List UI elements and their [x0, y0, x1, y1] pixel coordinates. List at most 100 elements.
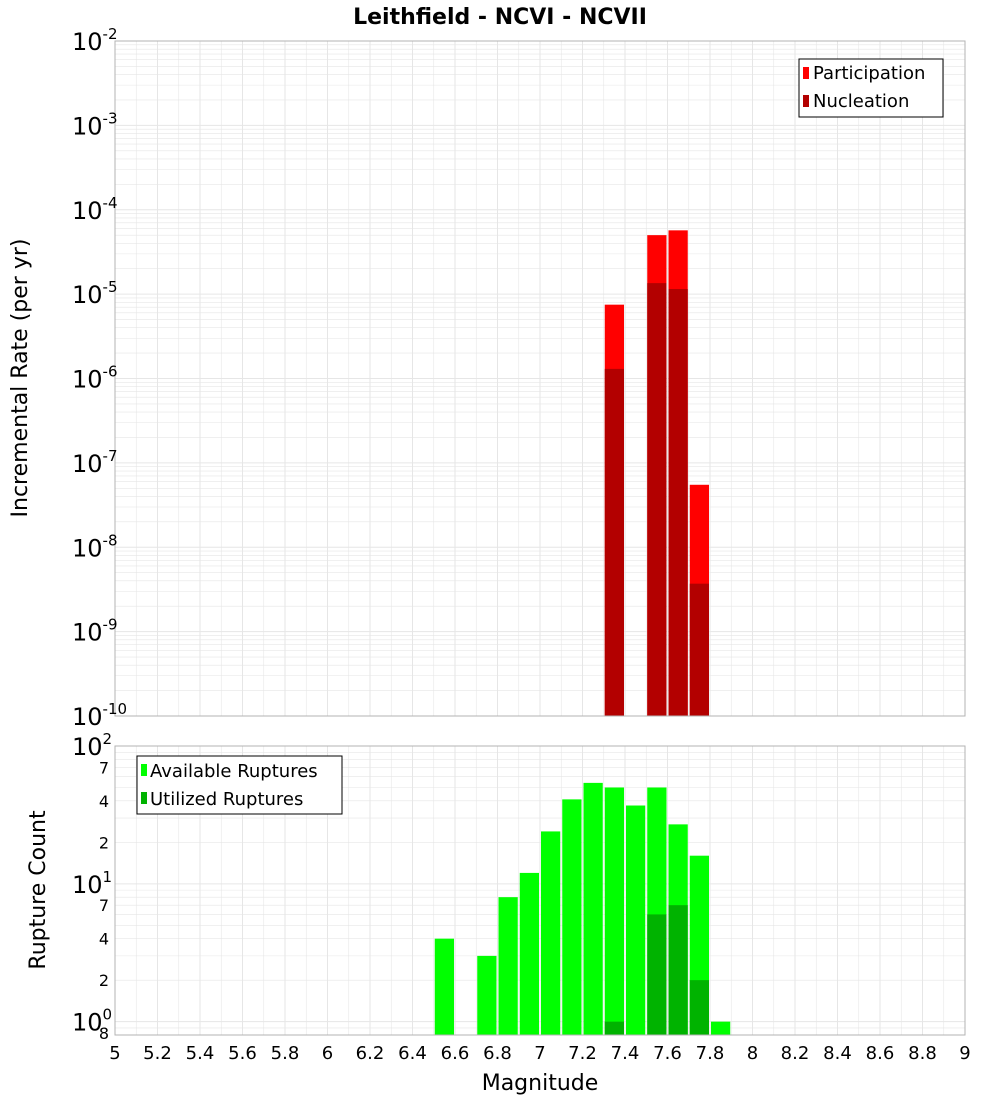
nucleation-legend-label: Nucleation [813, 91, 909, 112]
x-tick-label: 5.2 [143, 1043, 172, 1064]
x-tick-label: 5.4 [186, 1043, 215, 1064]
utilized-legend-label: Utilized Ruptures [150, 789, 303, 810]
x-tick-label: 8.4 [823, 1043, 852, 1064]
rate-y-tick-base: 10 [72, 534, 103, 562]
count-plot-frame [114, 745, 966, 1036]
rate-y-tick-label: 10-8 [72, 531, 118, 562]
count-y-major-base: 10 [72, 733, 103, 761]
count-y-minor-label: 4 [99, 792, 109, 811]
rate-y-tick-exponent: -4 [103, 194, 118, 212]
x-tick-label: 7.4 [611, 1043, 640, 1064]
count-y-minor-label: 4 [99, 930, 109, 949]
count-y-minor-label: 7 [99, 758, 109, 777]
count-y-minor-label: 7 [99, 896, 109, 915]
x-tick-label: 5 [109, 1043, 120, 1064]
available-ruptures-bar [583, 782, 603, 1035]
nucleation-bar [647, 283, 667, 716]
count-y-major-label: 102 [72, 730, 112, 761]
participation-legend-swatch [803, 67, 809, 79]
available-legend-swatch [141, 764, 147, 776]
rate-y-tick-label: 10-5 [72, 278, 118, 309]
utilized-ruptures-bar [604, 1021, 624, 1035]
available-ruptures-bar [477, 955, 497, 1035]
count-y-major-exponent: 0 [103, 1006, 113, 1024]
x-axis-tick-labels: 5 5.2 5.4 5.6 5.8 6 6.2 6.4 6.6 6.8 7 7.2 7.4 7.6 7.8 8… [109, 1043, 970, 1064]
rate-y-tick-exponent: -6 [103, 363, 118, 381]
count-plot-bars [434, 782, 731, 1035]
x-tick-label: 8 [747, 1043, 758, 1064]
nucleation-bar [668, 289, 688, 716]
nucleation-bar [604, 368, 624, 716]
rate-y-tick-base: 10 [72, 281, 103, 309]
available-ruptures-bar [711, 1021, 731, 1035]
available-ruptures-bar [562, 799, 582, 1035]
available-ruptures-bar [519, 872, 539, 1035]
count-y-major-exponent: 1 [103, 868, 113, 886]
rate-plot-bars [604, 230, 709, 716]
rate-y-tick-exponent: -10 [103, 700, 128, 718]
nucleation-legend-swatch [803, 95, 809, 107]
count-y-minor-label: 2 [99, 833, 109, 852]
rate-y-tick-base: 10 [72, 703, 103, 731]
rate-y-tick-base: 10 [72, 112, 103, 140]
rate-y-tick-exponent: -8 [103, 531, 118, 549]
x-tick-label: 6.6 [441, 1043, 470, 1064]
rate-y-tick-label: 10-4 [72, 194, 118, 225]
x-axis-label: Magnitude [482, 1071, 599, 1096]
x-tick-label: 6.2 [356, 1043, 385, 1064]
utilized-ruptures-bar [668, 905, 688, 1035]
utilized-ruptures-bar [689, 980, 709, 1035]
rate-y-tick-label: 10-6 [72, 363, 118, 394]
x-tick-label: 7.8 [696, 1043, 725, 1064]
utilized-ruptures-bar [647, 914, 667, 1035]
available-ruptures-bar [626, 805, 646, 1035]
chart-title: Leithfield - NCVI - NCVII [353, 5, 647, 30]
rate-plot-frame [114, 40, 966, 717]
count-y-minor-label: 8 [99, 1024, 109, 1043]
count-y-minor-label: 2 [99, 971, 109, 990]
available-ruptures-bar [434, 938, 454, 1035]
rate-y-tick-base: 10 [72, 450, 103, 478]
count-plot-y-axis-label: Rupture Count [26, 810, 51, 970]
rate-y-tick-label: 10-10 [72, 700, 127, 731]
rate-plot-legend: Participation Nucleation [798, 58, 944, 118]
available-legend-label: Available Ruptures [150, 761, 318, 782]
x-tick-label: 6.4 [398, 1043, 427, 1064]
rate-legend-box [798, 58, 944, 118]
available-ruptures-bar [604, 787, 624, 1035]
x-tick-label: 8.6 [866, 1043, 895, 1064]
utilized-legend-swatch [141, 792, 147, 804]
rate-y-tick-exponent: -5 [103, 278, 118, 296]
rate-y-tick-exponent: -2 [103, 25, 118, 43]
x-tick-label: 7.6 [653, 1043, 682, 1064]
rate-y-tick-exponent: -3 [103, 109, 118, 127]
count-plot-legend: Available Ruptures Utilized Ruptures [136, 755, 343, 815]
x-tick-label: 7 [534, 1043, 545, 1064]
count-y-major-base: 10 [72, 1009, 103, 1037]
x-tick-label: 5.6 [228, 1043, 257, 1064]
x-tick-label: 5.8 [271, 1043, 300, 1064]
rate-plot-y-axis-label: Incremental Rate (per yr) [8, 239, 33, 518]
x-tick-label: 7.2 [568, 1043, 597, 1064]
available-ruptures-bar [498, 897, 518, 1035]
x-tick-label: 6 [322, 1043, 333, 1064]
rate-y-tick-exponent: -9 [103, 616, 118, 634]
count-y-major-label: 100 [72, 1006, 112, 1037]
count-y-major-label: 101 [72, 868, 112, 899]
rate-y-tick-base: 10 [72, 28, 103, 56]
rate-y-tick-base: 10 [72, 197, 103, 225]
participation-legend-label: Participation [813, 63, 925, 84]
count-legend-box [136, 755, 343, 815]
rate-plot-grid [114, 40, 966, 717]
x-tick-label: 8.8 [908, 1043, 937, 1064]
x-tick-label: 8.2 [781, 1043, 810, 1064]
nucleation-bar [689, 583, 709, 716]
count-y-major-base: 10 [72, 871, 103, 899]
x-tick-label: 6.8 [483, 1043, 512, 1064]
rate-y-tick-base: 10 [72, 619, 103, 647]
rate-y-tick-label: 10-9 [72, 616, 118, 647]
